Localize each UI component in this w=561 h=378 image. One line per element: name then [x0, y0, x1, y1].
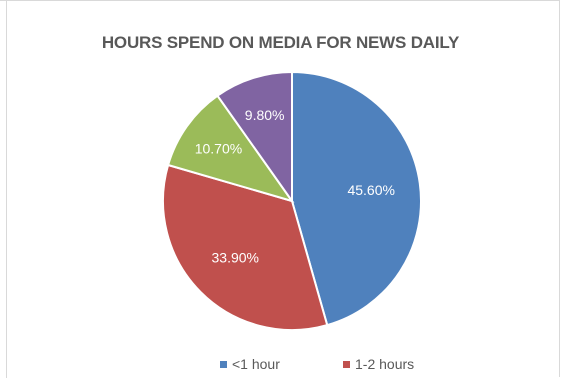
legend-swatch-blue: [220, 360, 227, 368]
legend-swatch-red: [343, 360, 350, 368]
legend-label: <1 hour: [232, 356, 280, 372]
pie-data-label-2: 10.70%: [195, 141, 242, 157]
legend-label: 1-2 hours: [355, 356, 415, 372]
pie-slice-0: [291, 70, 422, 327]
pie-slice-2: [166, 94, 295, 203]
pie-data-label-1: 33.90%: [212, 249, 259, 265]
legend-item-less-than-1-hour: <1 hour: [220, 356, 280, 372]
chart-legend: <1 hour 1-2 hours: [0, 356, 561, 376]
pie-slice-1: [162, 163, 329, 331]
pie-data-label-3: 9.80%: [245, 107, 285, 123]
chart-left-border: [6, 0, 7, 378]
pie-data-label-0: 45.60%: [347, 182, 394, 198]
chart-title: HOURS SPEND ON MEDIA FOR NEWS DAILY: [101, 33, 460, 52]
pie-slice-3: [216, 70, 293, 205]
legend-item-1-2-hours: 1-2 hours: [343, 356, 414, 372]
